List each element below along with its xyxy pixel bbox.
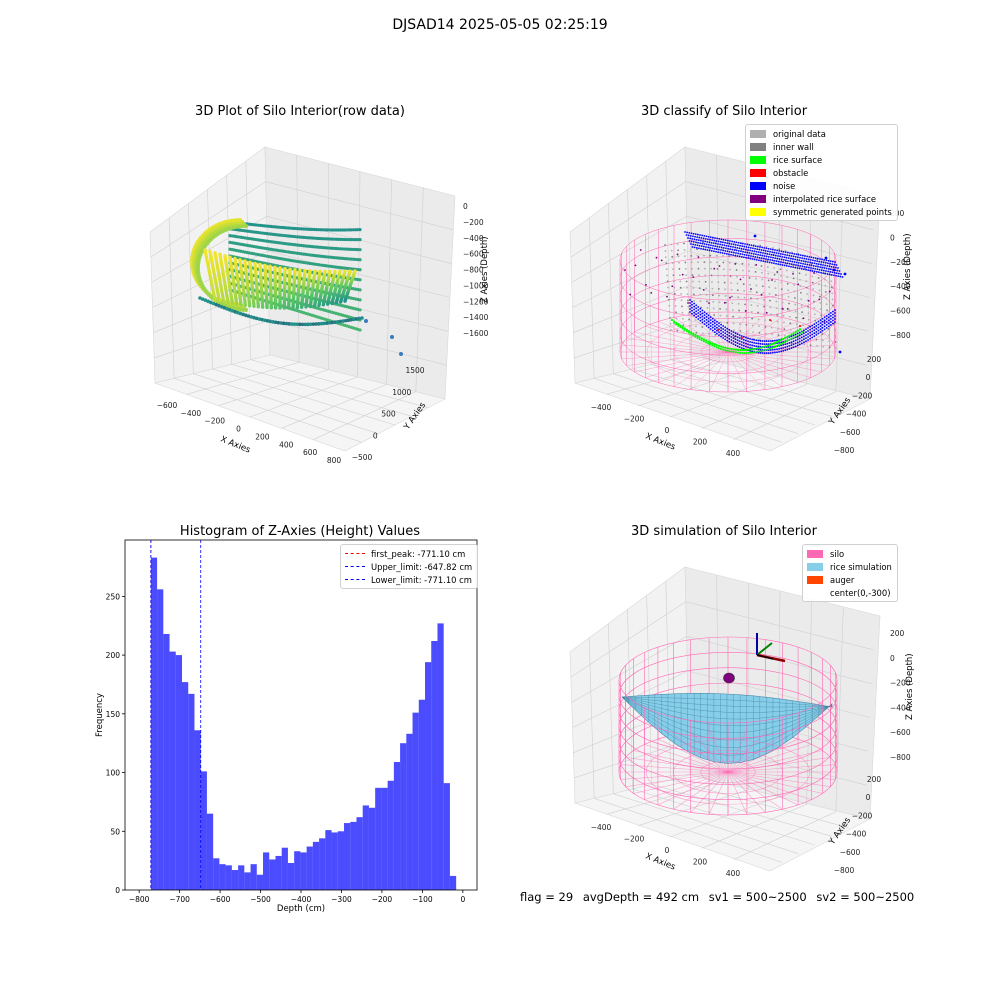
p4-x-tick: −400 [591,823,612,832]
p4-legend-label: silo [830,549,844,559]
p4-y-tick: −200 [852,811,873,820]
p4-legend-item: rice simulation [807,560,892,573]
status-footer: flag = 29 avgDepth = 492 cm sv1 = 500~25… [520,890,920,904]
p4-z-label: Z Axies (Depth) [905,653,915,720]
p4-legend-label: rice simulation [830,562,892,572]
p4-y-tick: −600 [840,848,861,857]
p4-legend-label: center(0,-300) [830,588,890,598]
p4-y-tick: −800 [834,866,855,875]
p4-legend-swatch [807,576,823,584]
p4-z-tick: −800 [890,753,911,762]
p4-legend-swatch [807,550,823,558]
p4-legend-item: center(0,-300) [807,586,892,599]
footer-sv2: sv2 = 500~2500 [816,890,914,904]
footer-flag: flag = 29 [520,890,573,904]
p4-x-tick: −200 [624,835,645,844]
p4-y-tick: 200 [867,775,882,784]
p4-legend-item: silo [807,547,892,560]
p4-z-tick: 0 [890,654,895,663]
p4-legend-swatch [807,563,823,571]
p4-x-tick: 400 [726,869,741,878]
p4-legend-swatch [807,589,823,597]
p4-x-label: X Axies [644,852,677,873]
p4-legend-item: auger [807,573,892,586]
p4-y-tick: −400 [846,830,867,839]
p4-y-tick: 0 [866,793,871,802]
p4-x-tick: 0 [665,846,670,855]
p4-z-tick: −600 [890,728,911,737]
footer-avg-depth: avgDepth = 492 cm [583,890,699,904]
p4-legend: silo rice simulation auger center(0,-300) [802,544,898,602]
center-marker [724,673,735,683]
p4-legend-label: auger [830,575,854,585]
p4-z-tick: 200 [890,629,905,638]
footer-sv1: sv1 = 500~2500 [709,890,807,904]
p4-x-tick: 200 [693,858,708,867]
